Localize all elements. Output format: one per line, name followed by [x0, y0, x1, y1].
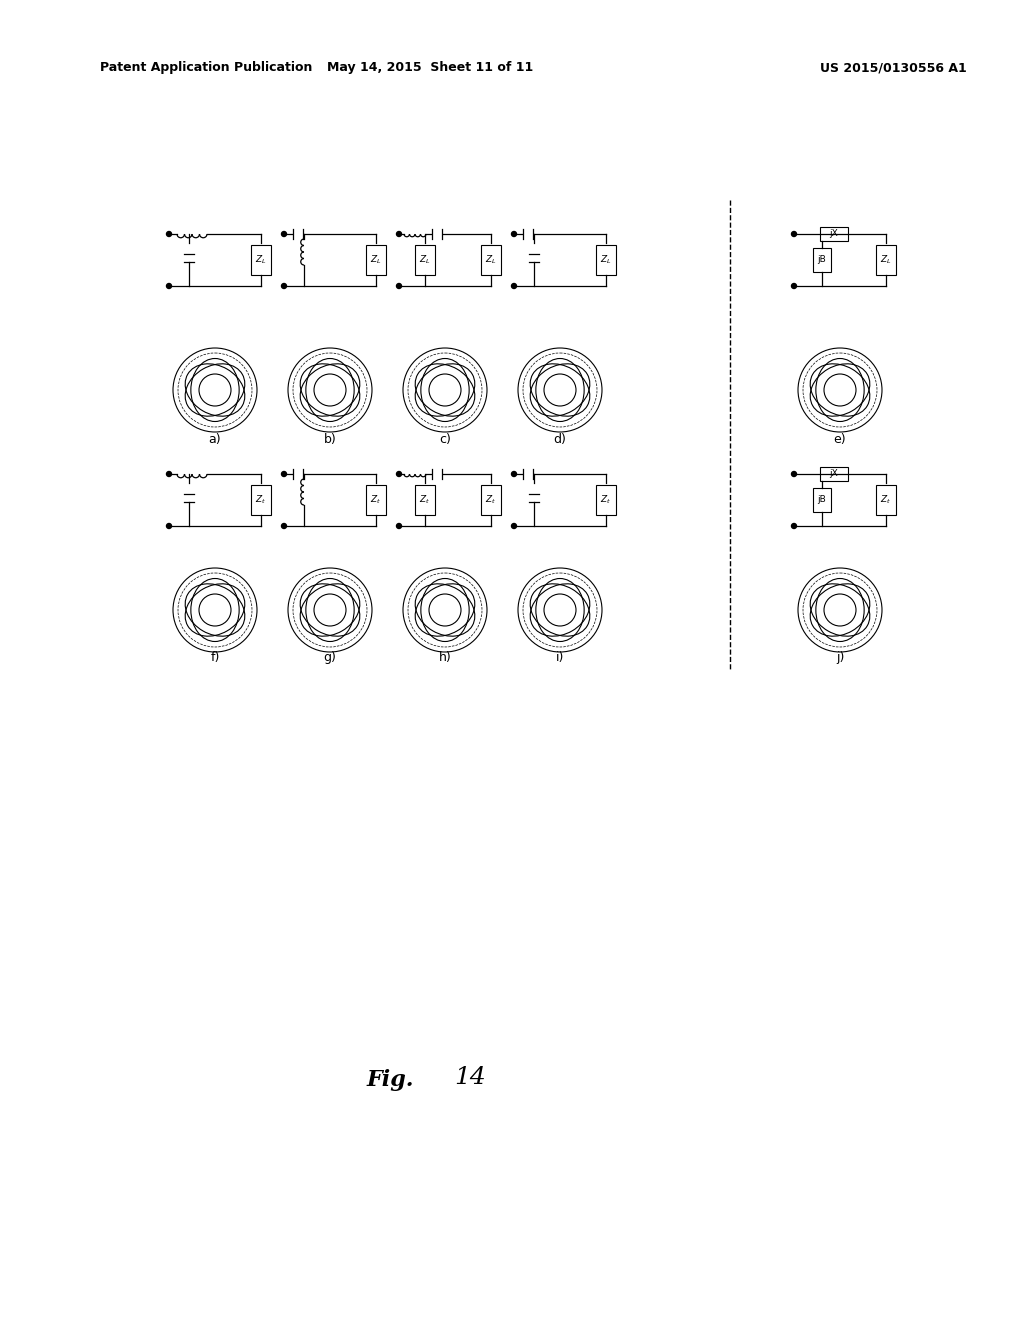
Text: May 14, 2015  Sheet 11 of 11: May 14, 2015 Sheet 11 of 11: [327, 62, 534, 74]
Text: $Z_t$: $Z_t$: [881, 494, 892, 507]
Bar: [251, 484, 271, 515]
Circle shape: [167, 284, 171, 289]
Circle shape: [512, 524, 516, 528]
Circle shape: [396, 471, 401, 477]
Text: j): j): [836, 652, 844, 664]
Text: $Z_t$: $Z_t$: [371, 494, 382, 507]
Bar: [876, 484, 896, 515]
Text: jX: jX: [829, 230, 839, 239]
Text: jX: jX: [829, 470, 839, 479]
Text: $Z_t$: $Z_t$: [420, 494, 430, 507]
Circle shape: [512, 284, 516, 289]
Bar: [820, 227, 848, 242]
Circle shape: [282, 284, 287, 289]
Text: jB: jB: [817, 256, 826, 264]
Circle shape: [792, 284, 797, 289]
Bar: [366, 246, 386, 275]
Text: Patent Application Publication: Patent Application Publication: [100, 62, 312, 74]
Bar: [596, 484, 616, 515]
Text: $Z_L$: $Z_L$: [255, 253, 267, 267]
Circle shape: [396, 284, 401, 289]
Text: g): g): [324, 652, 337, 664]
Circle shape: [282, 231, 287, 236]
Text: $Z_L$: $Z_L$: [881, 253, 892, 267]
Bar: [596, 246, 616, 275]
Text: $Z_L$: $Z_L$: [371, 253, 382, 267]
Bar: [251, 246, 271, 275]
Circle shape: [792, 524, 797, 528]
Circle shape: [396, 231, 401, 236]
Text: a): a): [209, 433, 221, 446]
Text: $Z_L$: $Z_L$: [600, 253, 611, 267]
Text: $Z_t$: $Z_t$: [600, 494, 611, 507]
Circle shape: [512, 231, 516, 236]
Text: jB: jB: [817, 495, 826, 504]
Circle shape: [512, 471, 516, 477]
Circle shape: [167, 231, 171, 236]
Text: $Z_L$: $Z_L$: [485, 253, 497, 267]
Text: f): f): [210, 652, 220, 664]
Text: e): e): [834, 433, 846, 446]
Circle shape: [282, 471, 287, 477]
Circle shape: [282, 524, 287, 528]
Circle shape: [167, 524, 171, 528]
Text: d): d): [554, 433, 566, 446]
Text: $Z_t$: $Z_t$: [485, 494, 497, 507]
Circle shape: [792, 471, 797, 477]
Text: $Z_t$: $Z_t$: [255, 494, 266, 507]
Text: i): i): [556, 652, 564, 664]
Text: b): b): [324, 433, 336, 446]
Text: US 2015/0130556 A1: US 2015/0130556 A1: [820, 62, 967, 74]
Text: Fig.: Fig.: [367, 1069, 414, 1092]
Bar: [813, 488, 831, 512]
Bar: [415, 484, 435, 515]
Bar: [481, 246, 501, 275]
Circle shape: [396, 524, 401, 528]
Circle shape: [792, 231, 797, 236]
Text: $Z_L$: $Z_L$: [419, 253, 431, 267]
Bar: [415, 246, 435, 275]
Bar: [820, 467, 848, 480]
Bar: [813, 248, 831, 272]
Circle shape: [167, 471, 171, 477]
Bar: [481, 484, 501, 515]
Bar: [876, 246, 896, 275]
Bar: [366, 484, 386, 515]
Text: c): c): [439, 433, 451, 446]
Text: 14: 14: [454, 1067, 485, 1089]
Text: h): h): [438, 652, 452, 664]
